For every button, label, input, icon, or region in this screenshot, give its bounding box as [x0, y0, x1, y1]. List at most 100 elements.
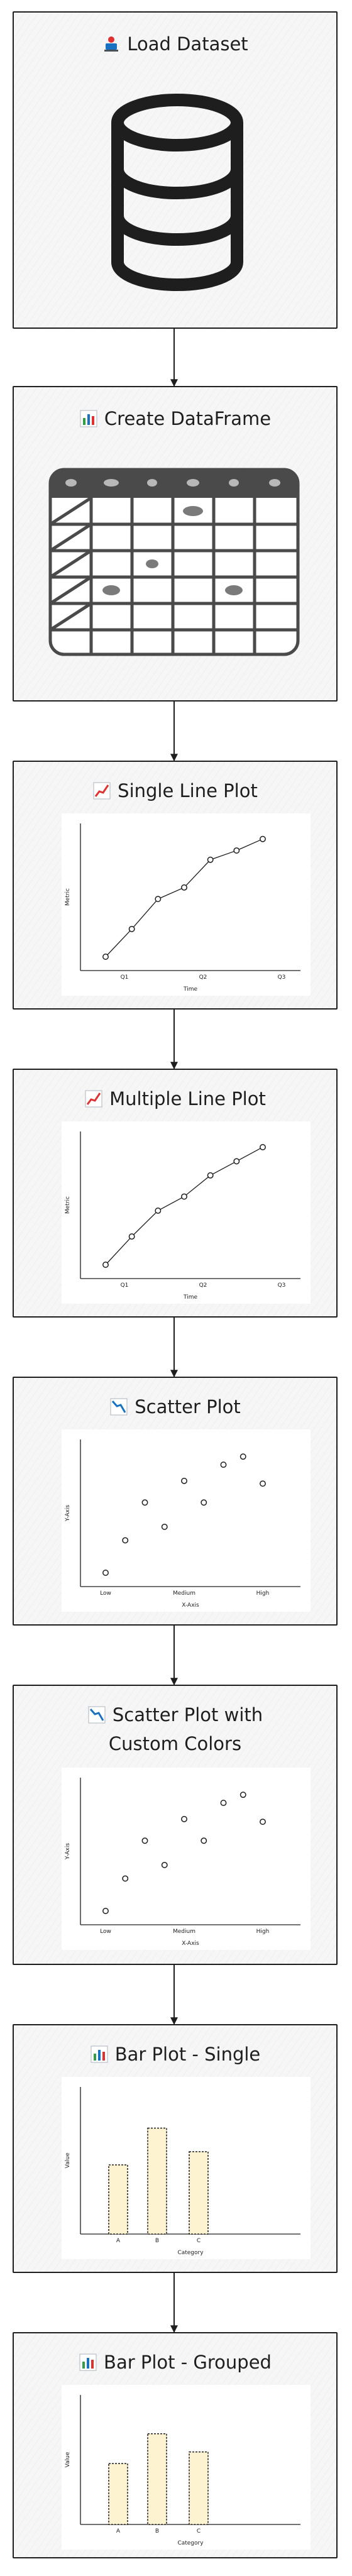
- data-point: [181, 1815, 187, 1822]
- data-point: [155, 1208, 162, 1214]
- step-title: Load Dataset: [14, 30, 336, 58]
- step-title: Scatter Plot with: [14, 1701, 336, 1729]
- step-multiple-line-plot: Multiple Line Plot Time Metric Q1 Q2 Q3: [13, 1069, 338, 1318]
- x-axis-label: X-Axis: [182, 1940, 199, 1947]
- data-point: [102, 1262, 109, 1268]
- data-point: [155, 896, 162, 903]
- x-axis-label: Time: [183, 986, 197, 993]
- step-title: Scatter Plot: [14, 1393, 336, 1421]
- data-point: [220, 1461, 227, 1468]
- x-tick-label: Q3: [278, 974, 286, 981]
- bar-single-chart: Category Value A B C: [62, 2077, 311, 2259]
- step-bar-plot-single: Bar Plot - Single Category Value A B C: [13, 2024, 338, 2273]
- x-axis-label: X-Axis: [182, 1602, 199, 1609]
- person-computer-icon: [104, 36, 119, 52]
- data-point: [207, 856, 214, 863]
- data-point: [233, 1158, 240, 1165]
- step-title: Single Line Plot: [14, 777, 336, 805]
- bar-grouped-chart-svg: Category Value A B C: [65, 2395, 300, 2546]
- data-point: [181, 884, 187, 891]
- x-tick-label: B: [155, 2238, 159, 2244]
- y-axis-label: Value: [65, 2452, 71, 2467]
- data-point: [141, 1499, 148, 1506]
- x-tick-label: High: [256, 1929, 270, 1935]
- data-point: [161, 1861, 168, 1868]
- single-line-chart: Time Metric Q1 Q2 Q3: [62, 813, 311, 996]
- scatter-chart: X-Axis Y-Axis Low Medium High: [62, 1429, 311, 1612]
- step-title-line-2: Custom Colors: [108, 1733, 242, 1754]
- step-scatter-plot: Scatter Plot X-Axis Y-Axis Low Medium High: [13, 1377, 338, 1626]
- single-line-chart-svg: Time Metric Q1 Q2 Q3: [65, 823, 300, 993]
- data-point: [128, 925, 135, 932]
- x-tick-label: Low: [100, 1929, 111, 1935]
- scatter-custom-chart: X-Axis Y-Axis Low Medium High: [62, 1768, 311, 1950]
- step-bar-plot-grouped: Bar Plot - Grouped Category Value A B C: [13, 2332, 338, 2558]
- x-tick-label: A: [116, 2528, 121, 2535]
- bar-chart-icon: [80, 410, 97, 427]
- chart-increasing-icon: [93, 782, 111, 800]
- step-scatter-plot-custom-colors: Scatter Plot with Custom Colors X-Axis Y-…: [13, 1685, 338, 1965]
- data-point: [128, 1233, 135, 1240]
- data-point: [141, 1837, 148, 1844]
- chart-decreasing-icon: [88, 1706, 106, 1724]
- data-point: [201, 1837, 207, 1844]
- x-tick-label: Q1: [121, 974, 129, 981]
- data-point: [102, 1570, 109, 1576]
- step-title: Bar Plot - Grouped: [14, 2348, 336, 2376]
- step-title: Create DataFrame: [14, 405, 336, 432]
- bar: [108, 2463, 128, 2525]
- x-tick-label: Low: [100, 1590, 111, 1597]
- y-axis-label: Metric: [65, 888, 71, 906]
- table-icon: [48, 468, 300, 656]
- data-point: [220, 1800, 227, 1807]
- data-point: [102, 1908, 109, 1914]
- y-axis-label: Y-Axis: [65, 1505, 71, 1522]
- x-tick-label: C: [197, 2528, 201, 2535]
- bar-grouped-chart: Category Value A B C: [62, 2385, 311, 2550]
- x-tick-label: High: [256, 1590, 270, 1597]
- y-axis-label: Y-Axis: [65, 1843, 71, 1860]
- x-axis-label: Category: [177, 2250, 204, 2256]
- data-point: [260, 1144, 266, 1150]
- y-axis-label: Metric: [65, 1196, 71, 1214]
- step-create-dataframe: Create DataFrame: [13, 386, 338, 702]
- x-tick-label: Q1: [121, 1282, 129, 1289]
- database-icon: [111, 94, 243, 292]
- chart-decreasing-icon: [110, 1398, 128, 1416]
- x-tick-label: Q2: [199, 974, 207, 981]
- bar: [147, 2127, 167, 2235]
- data-point: [233, 847, 240, 854]
- chart-increasing-icon: [85, 1090, 102, 1108]
- data-point: [239, 1453, 246, 1460]
- data-point: [102, 954, 109, 960]
- data-point: [260, 1480, 266, 1487]
- scatter-chart-svg: X-Axis Y-Axis Low Medium High: [65, 1439, 300, 1609]
- x-axis-label: Time: [183, 1294, 197, 1301]
- x-tick-label: Medium: [173, 1590, 195, 1597]
- bar-chart-icon: [91, 2045, 108, 2063]
- scatter-custom-chart-svg: X-Axis Y-Axis Low Medium High: [65, 1778, 300, 1947]
- multiple-line-chart-svg: Time Metric Q1 Q2 Q3: [65, 1131, 300, 1301]
- bar: [189, 2151, 209, 2235]
- y-axis-label: Value: [65, 2152, 71, 2168]
- x-tick-label: C: [197, 2238, 201, 2244]
- step-title: Bar Plot - Single: [14, 2040, 336, 2068]
- bar: [189, 2451, 209, 2525]
- data-point: [207, 1172, 214, 1179]
- data-point: [161, 1523, 168, 1530]
- bar-chart-icon: [79, 2353, 97, 2371]
- multiple-line-chart: Time Metric Q1 Q2 Q3: [62, 1121, 311, 1304]
- data-point: [181, 1193, 187, 1200]
- data-point: [201, 1499, 207, 1506]
- data-point: [260, 835, 266, 842]
- x-tick-label: A: [116, 2238, 121, 2244]
- bar-single-chart-svg: Category Value A B C: [65, 2087, 300, 2256]
- series-line: [105, 839, 263, 957]
- bar: [147, 2433, 167, 2525]
- series-line: [105, 1147, 263, 1265]
- step-title: Multiple Line Plot: [14, 1085, 336, 1113]
- data-point: [181, 1477, 187, 1484]
- x-tick-label: Q3: [278, 1282, 286, 1289]
- data-point: [260, 1819, 266, 1825]
